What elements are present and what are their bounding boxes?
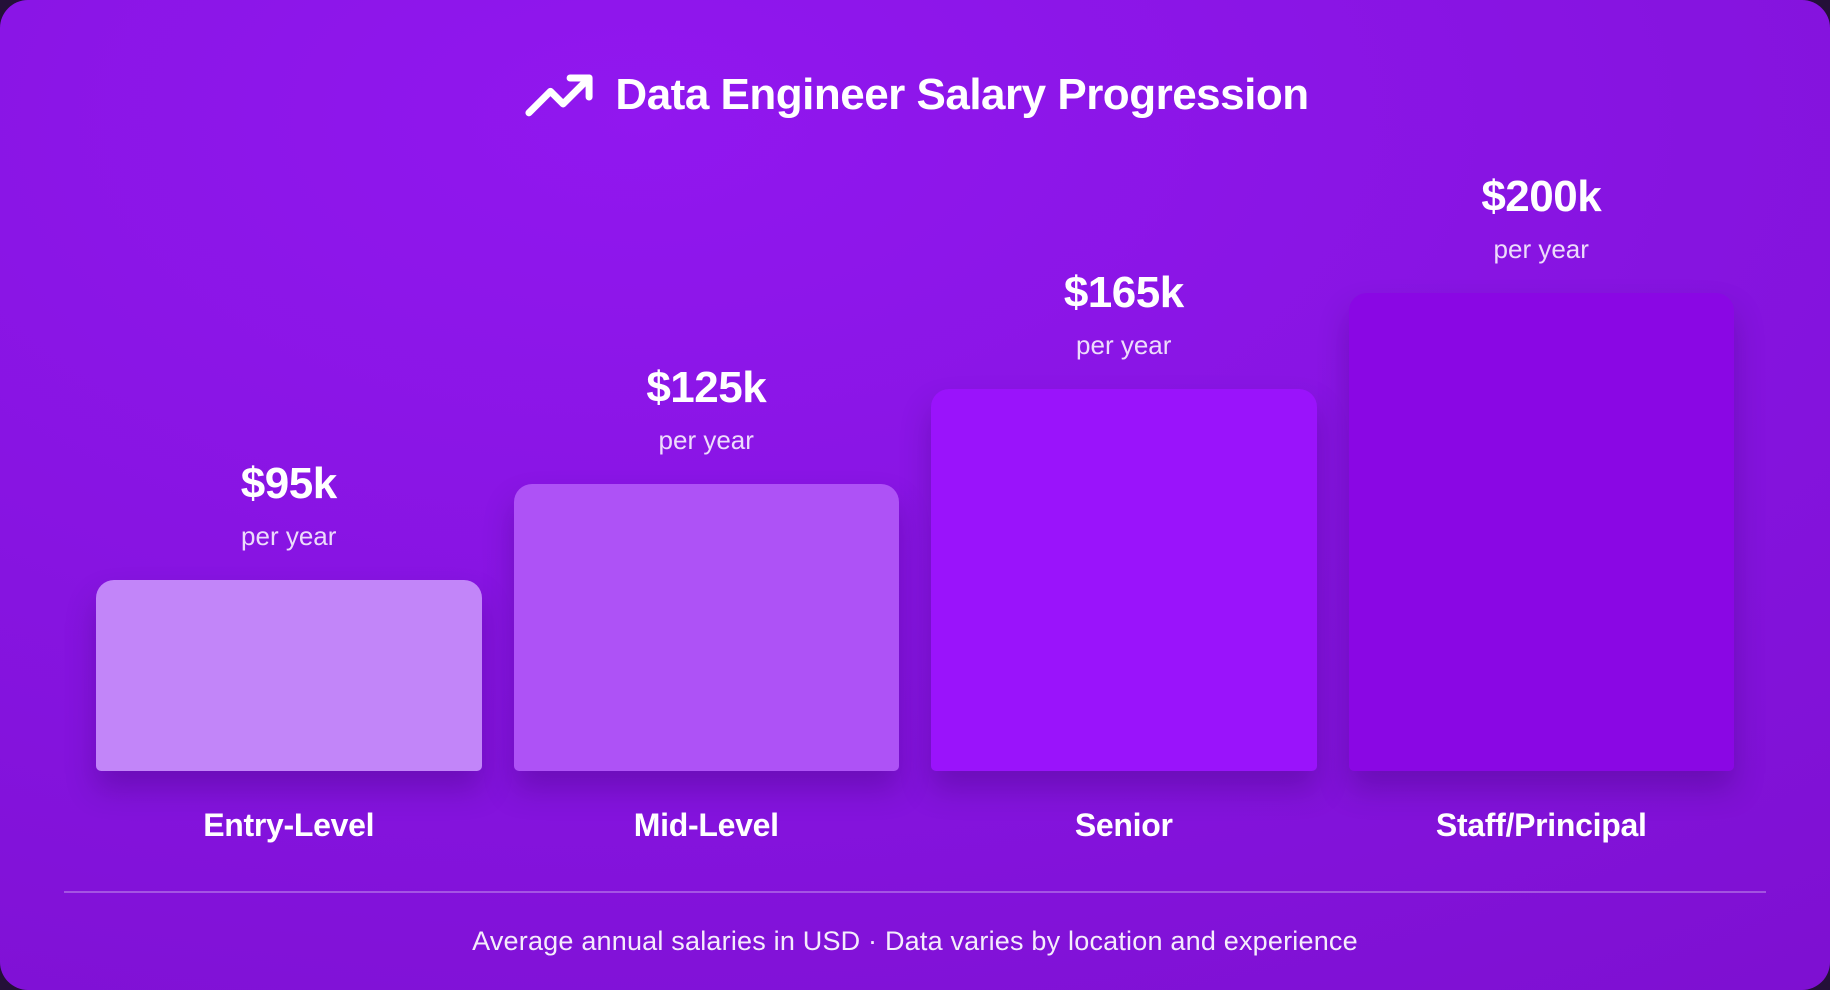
trending-up-icon [521,59,597,135]
category-label: Entry-Level [203,807,375,843]
chart-footer: Average annual salaries in USD · Data va… [0,893,1830,990]
bar-value-label: $125k [646,363,767,412]
page-title: Data Engineer Salary Progression [615,70,1309,119]
divider-line [64,891,1766,893]
category-label: Staff/Principal [1435,807,1647,843]
bar [513,484,899,771]
bar-column-entry-level: $95k per year [96,456,482,771]
bar-column-staff-principal: $200k per year [1348,169,1734,771]
bar-value-label: $95k [240,459,337,508]
bar-chart: $95k per year $125k per year $165k per year $2… [0,141,1830,771]
bar-value-sublabel: per year [1493,234,1589,264]
bar-column-senior: $165k per year [931,265,1317,771]
bar-value-sublabel: per year [241,521,337,551]
bar [1348,293,1734,771]
footnote-text: Average annual salaries in USD · Data va… [472,926,1358,956]
category-labels-row: Entry-Level Mid-Level Senior Staff/Principa… [0,771,1830,845]
bar [931,389,1317,771]
bar-value-label: $165k [1063,268,1184,317]
bar [96,580,482,771]
bar-value-sublabel: per year [1076,330,1172,360]
bar-value-sublabel: per year [658,425,754,455]
chart-header: Data Engineer Salary Progression [0,53,1830,141]
category-label: Mid-Level [633,807,779,843]
bar-value-label: $200k [1481,172,1602,221]
bar-column-mid-level: $125k per year [513,360,899,771]
category-label: Senior [1074,807,1173,843]
